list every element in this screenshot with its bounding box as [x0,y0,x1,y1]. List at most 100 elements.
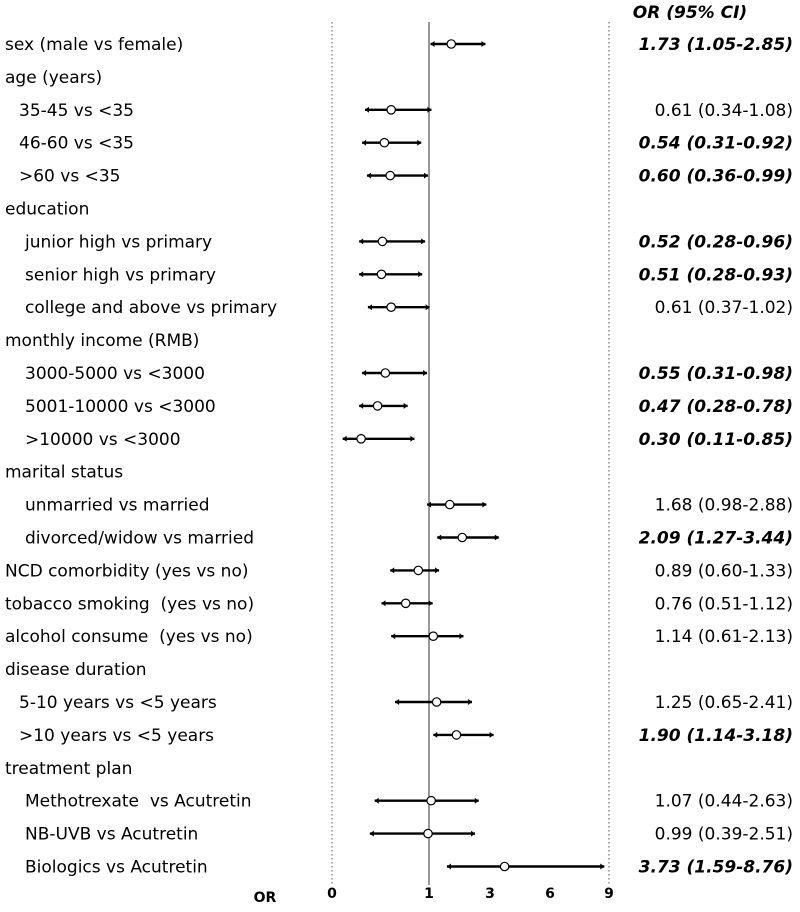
row-label: alcohol consume (yes vs no) [5,627,253,647]
group-label: marital status [5,463,123,483]
group-label: education [5,200,89,220]
ci-upper-arrow [474,797,479,804]
or-ci-value: 1.14 (0.61-2.13) [655,627,793,647]
forest-row: Methotrexate vs Acutretin 1.07 (0.44-2.63… [25,792,793,812]
ci-lower-arrow [362,370,367,376]
or-point [426,795,436,806]
or-point [376,269,387,280]
or-point [377,236,388,247]
ci-lower-arrow [364,106,369,113]
or-ci-value: 0.30 (0.11-0.85) [639,430,793,450]
forest-row: sex (male vs female) 1.73 (1.05-2.85) [5,35,793,55]
row-label: 5001-10000 vs <3000 [25,397,216,417]
or-ci-value: 1.90 (1.14-3.18) [639,726,793,746]
or-ci-value: 1.73 (1.05-2.85) [639,35,793,55]
or-point [372,401,383,411]
x-axis: OR 0 1 3 6 9 [254,886,614,906]
row-label: 3000-5000 vs <3000 [25,364,205,384]
forest-rows: sex (male vs female) 1.73 (1.05-2.85) age … [5,35,793,878]
forest-row: 5-10 years vs <5 years 1.25 (0.65-2.41) [19,693,793,713]
row-label: >10 years vs <5 years [19,726,214,746]
ci-lower-arrow [381,600,386,607]
forest-row: >10 years vs <5 years 1.90 (1.14-3.18) [19,726,793,746]
group-label: monthly income (RMB) [5,331,199,351]
forest-row: junior high vs primary 0.52 (0.28-0.96) [24,232,793,252]
ci-upper-arrow [421,238,426,245]
row-label: NB-UVB vs Acutretin [25,825,198,845]
ci-upper-arrow [410,435,415,442]
or-point [431,697,442,707]
or-ci-value: 0.47 (0.28-0.78) [639,397,793,417]
or-ci-value: 0.99 (0.39-2.51) [655,825,793,845]
forest-group-header: marital status [5,463,123,483]
or-point [413,565,424,576]
row-label: >10000 vs <3000 [25,430,181,450]
or-point [356,433,366,444]
ci-lower-arrow [359,402,364,409]
ci-lower-arrow [359,271,364,278]
ci-upper-arrow [435,567,440,574]
row-label: 35-45 vs <35 [19,101,134,121]
or-ci-value: 0.89 (0.60-1.33) [655,561,793,581]
ci-lower-arrow [430,41,435,47]
row-label: divorced/widow vs married [25,529,254,549]
x-tick-label: 6 [545,886,555,902]
row-label: Biologics vs Acutretin [25,858,208,878]
x-tick-label: 3 [485,886,495,902]
forest-row: NCD comorbidity (yes vs no) 0.89 (0.60-1.… [5,561,793,581]
or-point [446,39,457,49]
or-ci-value: 1.07 (0.44-2.63) [655,792,793,812]
or-ci-value: 0.76 (0.51-1.12) [655,594,793,614]
or-ci-value: 1.68 (0.98-2.88) [655,496,793,516]
ci-upper-arrow [424,172,429,179]
row-label: unmarried vs married [25,496,210,516]
row-label: NCD comorbidity (yes vs no) [5,561,248,581]
ci-lower-arrow [362,139,367,146]
forest-row: college and above vs primary 0.61 (0.37-1… [25,298,793,318]
ci-lower-arrow [437,534,442,541]
ci-lower-arrow [391,633,396,640]
ci-upper-arrow [459,633,464,640]
ci-upper-arrow [494,534,499,541]
or-ci-value: 0.52 (0.28-0.96) [639,232,793,252]
ci-upper-arrow [482,501,487,508]
ci-upper-arrow [423,370,428,376]
group-label: age (years) [5,68,102,88]
ci-lower-arrow [433,731,438,738]
forest-row: tobacco smoking (yes vs no) 0.76 (0.51-1.… [5,594,793,614]
group-label: treatment plan [5,759,132,779]
or-point [379,137,390,148]
forest-row: divorced/widow vs married 2.09 (1.27-3.44… [25,529,793,549]
row-label: tobacco smoking (yes vs no) [5,594,254,614]
ci-lower-arrow [369,830,374,837]
or-point [499,861,510,872]
forest-group-header: treatment plan [5,759,132,779]
ci-lower-arrow [366,172,371,179]
forest-group-header: disease duration [5,660,147,680]
or-ci-value: 1.25 (0.65-2.41) [655,693,793,713]
or-point [380,368,391,378]
ci-upper-arrow [600,863,605,870]
or-ci-value: 0.55 (0.31-0.98) [639,364,793,384]
or-ci-value: 0.51 (0.28-0.93) [639,265,793,285]
ci-lower-arrow [446,863,451,870]
or-point [385,170,395,181]
row-label: senior high vs primary [25,265,216,285]
forest-group-header: age (years) [5,68,102,88]
row-label: 46-60 vs <35 [19,134,134,154]
or-ci-value: 0.60 (0.36-0.99) [639,167,793,187]
x-tick-label: 9 [604,886,614,902]
ci-lower-arrow [390,567,395,574]
ci-lower-arrow [367,304,372,311]
ci-upper-arrow [425,304,430,311]
ci-lower-arrow [342,435,347,442]
forest-row: unmarried vs married 1.68 (0.98-2.88) [25,496,793,516]
ci-lower-arrow [374,797,379,804]
forest-row: alcohol consume (yes vs no) 1.14 (0.61-2.… [5,627,793,647]
forest-group-header: education [5,200,89,220]
row-label: Methotrexate vs Acutretin [25,792,252,812]
x-tick-label: 1 [424,886,434,902]
or-point [451,730,462,740]
ci-lower-arrow [427,501,432,508]
